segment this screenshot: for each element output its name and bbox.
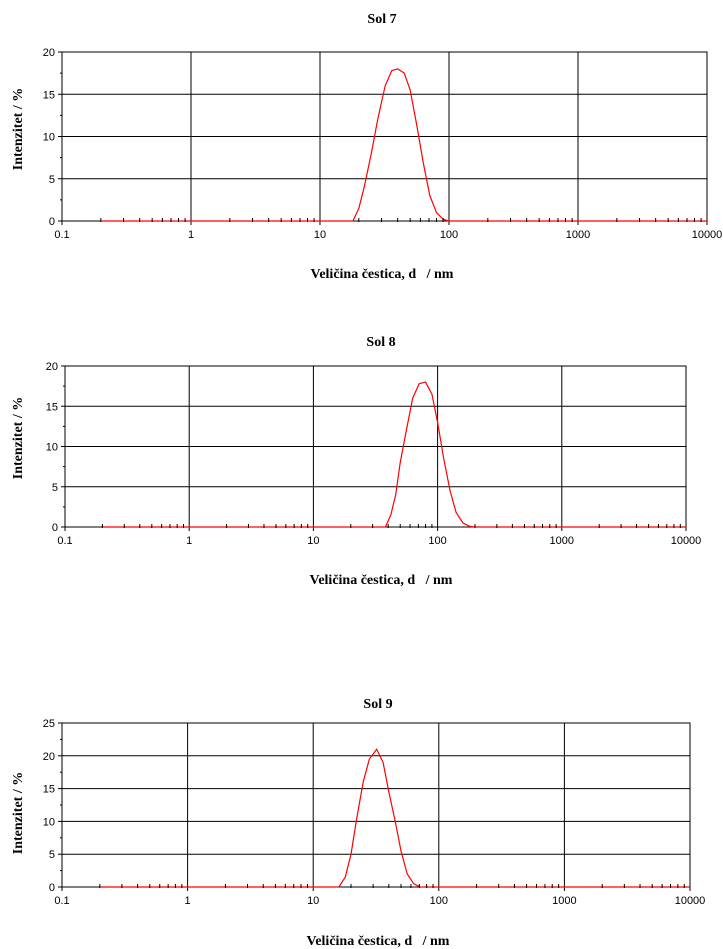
series-line: [102, 381, 686, 528]
x-tick-label: 10000: [675, 895, 706, 907]
y-tick-label: 15: [46, 401, 58, 413]
y-tick-label: 5: [49, 849, 55, 861]
y-tick-label: 5: [49, 174, 55, 186]
chart-title: Sol 9: [363, 697, 392, 712]
x-tick-label: 10: [307, 895, 319, 907]
y-tick-label: 20: [43, 751, 55, 763]
x-axis-label: Veličina čestica, d / nm: [310, 573, 453, 588]
x-tick-label: 1000: [566, 229, 590, 241]
plot-area: 0 5 10 15 20 0.1 1 10 100 1000 10000: [46, 361, 702, 547]
y-tick-label: 5: [52, 482, 58, 494]
x-tick-label: 100: [430, 895, 448, 907]
x-tick-label: 1: [186, 535, 192, 547]
x-tick-label: 100: [428, 535, 446, 547]
plot-area: 0 5 10 15 20 0.1 1 10 100 1000 10000: [43, 47, 723, 241]
plot-frame: [61, 722, 691, 888]
y-tick-label: 20: [46, 361, 58, 373]
chart-sol8: Sol 8 0 5 10 15 20 0.1 1 10 100 1000 10000 Intenzi…: [11, 335, 701, 588]
y-tick-label: 10: [46, 442, 58, 454]
x-tick-label: 10000: [692, 229, 723, 241]
chart-title: Sol 7: [367, 12, 396, 27]
y-tick-label: 0: [49, 216, 55, 228]
x-tick-label: 10: [307, 535, 319, 547]
x-tick-label: 10000: [671, 535, 702, 547]
y-tick-label: 25: [43, 718, 55, 730]
x-tick-label: 0.1: [54, 229, 69, 241]
x-tick-label: 0.1: [57, 535, 72, 547]
x-tick-label: 1000: [552, 895, 576, 907]
series-line: [100, 68, 707, 222]
y-tick-label: 15: [43, 89, 55, 101]
x-axis-label: Veličina čestica, d / nm: [307, 934, 450, 949]
x-tick-label: 1: [188, 229, 194, 241]
y-tick-label: 15: [43, 784, 55, 796]
series-line: [99, 748, 690, 888]
chart-title: Sol 8: [366, 335, 395, 350]
x-tick-label: 1000: [550, 535, 574, 547]
x-tick-label: 0.1: [54, 895, 69, 907]
x-tick-label: 10: [314, 229, 326, 241]
x-tick-label: 1: [185, 895, 191, 907]
y-tick-label: 10: [43, 132, 55, 144]
x-axis-label: Veličina čestica, d / nm: [311, 267, 454, 282]
y-axis-label: Intenzitet / %: [11, 397, 26, 479]
y-tick-label: 20: [43, 47, 55, 59]
x-tick-label: 100: [440, 229, 458, 241]
chart-sol7: Sol 7 0 5 10 15 20 0.1 1 10 100 1000 10000 Intenzi…: [11, 12, 722, 282]
y-tick-label: 0: [49, 882, 55, 894]
y-axis-label: Intenzitet / %: [11, 88, 26, 170]
plot-area: 0 5 10 15 20 25 0.1 1 10 100 1000 10000: [43, 718, 706, 907]
y-tick-label: 0: [52, 522, 58, 534]
chart-sol9: Sol 9 0 5 10 15 20 25 0.1 1 10 100 1000 10000 Inten…: [11, 697, 705, 949]
y-tick-label: 10: [43, 816, 55, 828]
y-axis-label: Intenzitet / %: [11, 772, 26, 854]
